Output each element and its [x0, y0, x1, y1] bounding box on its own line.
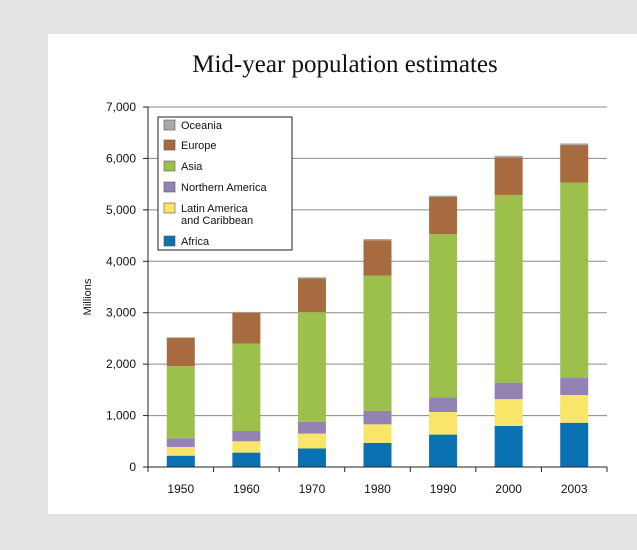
bar-segment — [494, 157, 523, 195]
bar-segment — [494, 425, 523, 467]
bar-segment — [166, 438, 195, 447]
bar-segment — [232, 311, 261, 313]
bar-segment — [297, 312, 326, 422]
bar-segment — [166, 446, 195, 456]
bars — [166, 143, 589, 467]
y-tick-label: 3,000 — [106, 306, 136, 320]
chart-card: Mid-year population estimates 0 1,000 2,00… — [48, 34, 637, 514]
bar-segment — [297, 278, 326, 313]
legend-swatch — [163, 235, 176, 247]
bar-segment — [494, 155, 523, 158]
bar-segment — [494, 382, 523, 400]
legend-swatch — [163, 119, 176, 131]
bar-segment — [297, 433, 326, 449]
chart-title: Mid-year population estimates — [192, 51, 497, 78]
legend-label: Asia — [181, 161, 203, 173]
legend-label: Africa — [181, 236, 210, 248]
x-tick-label: 1960 — [233, 482, 260, 496]
bar-segment — [232, 343, 261, 431]
y-tick-label: 6,000 — [106, 151, 136, 165]
y-tick-label: 1,000 — [106, 409, 136, 423]
bar-segment — [560, 422, 589, 467]
y-tick-label: 2,000 — [106, 357, 136, 371]
x-tick-labels: 1950 1960 1970 1980 1990 2000 2003 — [167, 482, 587, 496]
bar-segment — [429, 397, 458, 412]
bar-segment — [166, 366, 195, 439]
bar-segment — [429, 411, 458, 435]
bar-segment — [166, 337, 195, 338]
x-tick-label: 1950 — [167, 482, 194, 496]
legend: Oceania Europe Asia Northern America Latin A… — [157, 116, 293, 251]
bar-segment — [363, 424, 392, 443]
x-tick-label: 1980 — [364, 482, 391, 496]
y-tick-label: 0 — [129, 460, 136, 474]
bar-segment — [232, 441, 261, 453]
legend-swatch — [163, 139, 176, 151]
legend-label: Europe — [181, 140, 216, 152]
bar-segment — [166, 455, 195, 467]
axes — [143, 106, 608, 472]
bar-segment — [363, 240, 392, 276]
bar-segment — [363, 239, 392, 241]
y-tick-label: 5,000 — [106, 203, 136, 217]
bar-segment — [494, 399, 523, 426]
legend-swatch — [163, 202, 176, 214]
bar-segment — [363, 442, 392, 467]
bar-segment — [560, 395, 589, 423]
bar-segment — [297, 421, 326, 434]
bar-segment — [560, 145, 589, 183]
bar-segment — [297, 448, 326, 467]
x-tick-label: 1970 — [299, 482, 326, 496]
bar-segment — [363, 410, 392, 425]
legend-box — [157, 116, 293, 251]
legend-swatch — [163, 181, 176, 193]
bar-segment — [560, 143, 589, 146]
bar-segment — [429, 197, 458, 235]
bar-segment — [429, 434, 458, 467]
legend-label: Oceania — [181, 120, 223, 132]
bar-segment — [494, 194, 523, 383]
chart: Mid-year population estimates 0 1,000 2,00… — [82, 51, 608, 496]
bar-segment — [560, 182, 589, 379]
x-tick-label: 1990 — [430, 482, 457, 496]
bar-segment — [363, 275, 392, 411]
y-tick-label: 4,000 — [106, 254, 136, 268]
y-tick-labels: 0 1,000 2,000 3,000 4,000 5,000 6,000 7,000 — [106, 100, 136, 474]
bar-segment — [429, 195, 458, 197]
bar-segment — [166, 337, 195, 367]
legend-swatch — [163, 160, 176, 172]
y-tick-label: 7,000 — [106, 100, 136, 114]
bar-segment — [232, 312, 261, 344]
legend-label: Northern America — [181, 182, 267, 194]
bar-segment — [560, 378, 589, 395]
bar-segment — [232, 431, 261, 442]
bar-segment — [429, 234, 458, 398]
bar-segment — [232, 452, 261, 467]
bar-segment — [297, 277, 326, 279]
x-tick-label: 2003 — [561, 482, 588, 496]
x-tick-label: 2000 — [495, 482, 522, 496]
legend-label: Latin America and Caribbean — [181, 203, 253, 227]
y-axis-label: Millions — [82, 278, 94, 315]
